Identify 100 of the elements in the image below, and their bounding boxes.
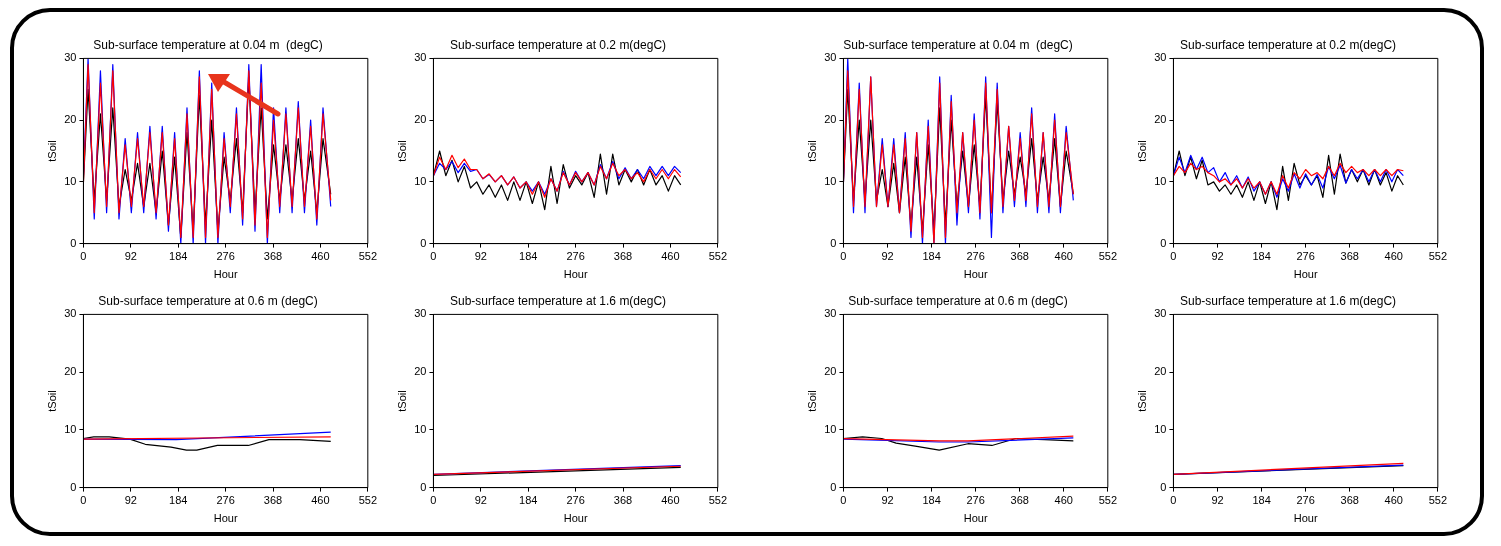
y-tick-label: 30 bbox=[1154, 51, 1167, 64]
y-tick-label: 30 bbox=[1154, 307, 1167, 320]
x-tick-label: 460 bbox=[1054, 250, 1073, 263]
x-tick-label: 184 bbox=[1252, 494, 1271, 507]
x-tick-label: 276 bbox=[966, 494, 985, 507]
x-tick-label: 368 bbox=[1010, 250, 1029, 263]
x-tick-label: 368 bbox=[1010, 494, 1029, 507]
x-tick-label: 276 bbox=[216, 494, 235, 507]
y-tick-label: 0 bbox=[420, 480, 427, 493]
y-tick-label: 0 bbox=[830, 236, 837, 249]
x-tick-label: 184 bbox=[519, 494, 538, 507]
x-tick-label: 92 bbox=[474, 494, 487, 507]
x-tick-label: 552 bbox=[708, 494, 727, 507]
y-tick-label: 10 bbox=[1154, 174, 1167, 187]
x-tick-label: 460 bbox=[661, 250, 680, 263]
y-tick-label: 20 bbox=[1154, 365, 1167, 378]
x-tick-label: 0 bbox=[80, 494, 87, 507]
x-axis-title: Hour bbox=[213, 268, 238, 281]
x-axis-title: Hour bbox=[963, 512, 988, 525]
x-tick-label: 368 bbox=[1340, 494, 1359, 507]
y-axis-title: tSoil bbox=[1135, 140, 1148, 162]
x-tick-label: 276 bbox=[566, 250, 585, 263]
x-tick-label: 460 bbox=[311, 494, 330, 507]
y-tick-label: 10 bbox=[64, 422, 77, 435]
chart-title: Sub-surface temperature at 0.04 m (degC) bbox=[93, 37, 323, 52]
x-axis-title: Hour bbox=[963, 268, 988, 281]
x-tick-label: 0 bbox=[840, 494, 847, 507]
x-tick-label: 460 bbox=[1384, 494, 1403, 507]
x-tick-label: 0 bbox=[430, 250, 437, 263]
x-tick-label: 184 bbox=[169, 494, 188, 507]
x-axis-title: Hour bbox=[213, 512, 238, 525]
chart-title: Sub-surface temperature at 0.2 m(degC) bbox=[1179, 37, 1397, 52]
x-axis-title: Hour bbox=[563, 268, 588, 281]
x-axis-title: Hour bbox=[1293, 512, 1318, 525]
x-tick-label: 368 bbox=[613, 494, 633, 507]
x-tick-label: 92 bbox=[881, 250, 894, 263]
x-tick-label: 92 bbox=[124, 494, 137, 507]
y-tick-label: 0 bbox=[830, 480, 837, 493]
x-axis-title: Hour bbox=[563, 512, 588, 525]
chart-title: Sub-surface temperature at 0.04 m (degC) bbox=[843, 37, 1073, 52]
y-axis-title: tSoil bbox=[45, 390, 58, 412]
x-tick-label: 92 bbox=[1211, 494, 1224, 507]
y-tick-label: 10 bbox=[824, 174, 837, 187]
y-tick-label: 20 bbox=[824, 113, 837, 126]
chart-title: Sub-surface temperature at 0.2 m(degC) bbox=[449, 37, 667, 52]
y-tick-label: 20 bbox=[414, 113, 427, 126]
x-tick-label: 276 bbox=[566, 494, 585, 507]
x-tick-label: 184 bbox=[922, 250, 941, 263]
y-tick-label: 0 bbox=[1160, 480, 1167, 493]
x-tick-label: 552 bbox=[1428, 250, 1447, 263]
y-tick-label: 10 bbox=[1154, 422, 1167, 435]
x-tick-label: 92 bbox=[124, 250, 137, 263]
x-tick-label: 552 bbox=[358, 250, 377, 263]
x-tick-label: 0 bbox=[80, 250, 87, 263]
y-tick-label: 0 bbox=[420, 236, 427, 249]
x-axis-title: Hour bbox=[1293, 268, 1318, 281]
x-tick-label: 368 bbox=[263, 494, 283, 507]
chart-title: Sub-surface temperature at 1.6 m(degC) bbox=[1179, 293, 1397, 308]
y-tick-label: 0 bbox=[1160, 236, 1167, 249]
x-tick-label: 368 bbox=[1340, 250, 1359, 263]
y-tick-label: 20 bbox=[64, 113, 77, 126]
chart-title: Sub-surface temperature at 0.6 m (degC) bbox=[98, 293, 318, 308]
x-tick-label: 276 bbox=[966, 250, 985, 263]
x-tick-label: 0 bbox=[1170, 250, 1177, 263]
y-tick-label: 30 bbox=[414, 51, 427, 64]
y-tick-label: 20 bbox=[824, 365, 837, 378]
x-tick-label: 460 bbox=[1384, 250, 1403, 263]
y-axis-title: tSoil bbox=[395, 390, 408, 412]
x-tick-label: 92 bbox=[881, 494, 894, 507]
x-tick-label: 460 bbox=[311, 250, 330, 263]
x-tick-label: 184 bbox=[1252, 250, 1271, 263]
x-tick-label: 0 bbox=[430, 494, 437, 507]
x-tick-label: 276 bbox=[1296, 250, 1315, 263]
x-tick-label: 184 bbox=[922, 494, 941, 507]
x-tick-label: 184 bbox=[169, 250, 188, 263]
x-tick-label: 92 bbox=[1211, 250, 1224, 263]
x-tick-label: 552 bbox=[1098, 250, 1117, 263]
y-tick-label: 30 bbox=[414, 307, 427, 320]
x-tick-label: 552 bbox=[1428, 494, 1447, 507]
y-axis-title: tSoil bbox=[805, 390, 818, 412]
y-tick-label: 30 bbox=[824, 51, 837, 64]
y-tick-label: 0 bbox=[70, 236, 77, 249]
y-tick-label: 10 bbox=[64, 174, 77, 187]
y-tick-label: 10 bbox=[414, 174, 427, 187]
x-tick-label: 368 bbox=[263, 250, 283, 263]
y-axis-title: tSoil bbox=[805, 140, 818, 162]
y-axis-title: tSoil bbox=[45, 140, 58, 162]
x-tick-label: 460 bbox=[1054, 494, 1073, 507]
y-tick-label: 10 bbox=[824, 422, 837, 435]
chart-title: Sub-surface temperature at 0.6 m (degC) bbox=[848, 293, 1068, 308]
x-tick-label: 276 bbox=[1296, 494, 1315, 507]
x-tick-label: 0 bbox=[840, 250, 847, 263]
y-tick-label: 10 bbox=[414, 422, 427, 435]
chart-title: Sub-surface temperature at 1.6 m(degC) bbox=[449, 293, 667, 308]
x-tick-label: 552 bbox=[708, 250, 727, 263]
x-tick-label: 552 bbox=[1098, 494, 1117, 507]
y-tick-label: 20 bbox=[64, 365, 77, 378]
y-tick-label: 0 bbox=[70, 480, 77, 493]
y-tick-label: 30 bbox=[64, 51, 77, 64]
y-tick-label: 30 bbox=[824, 307, 837, 320]
